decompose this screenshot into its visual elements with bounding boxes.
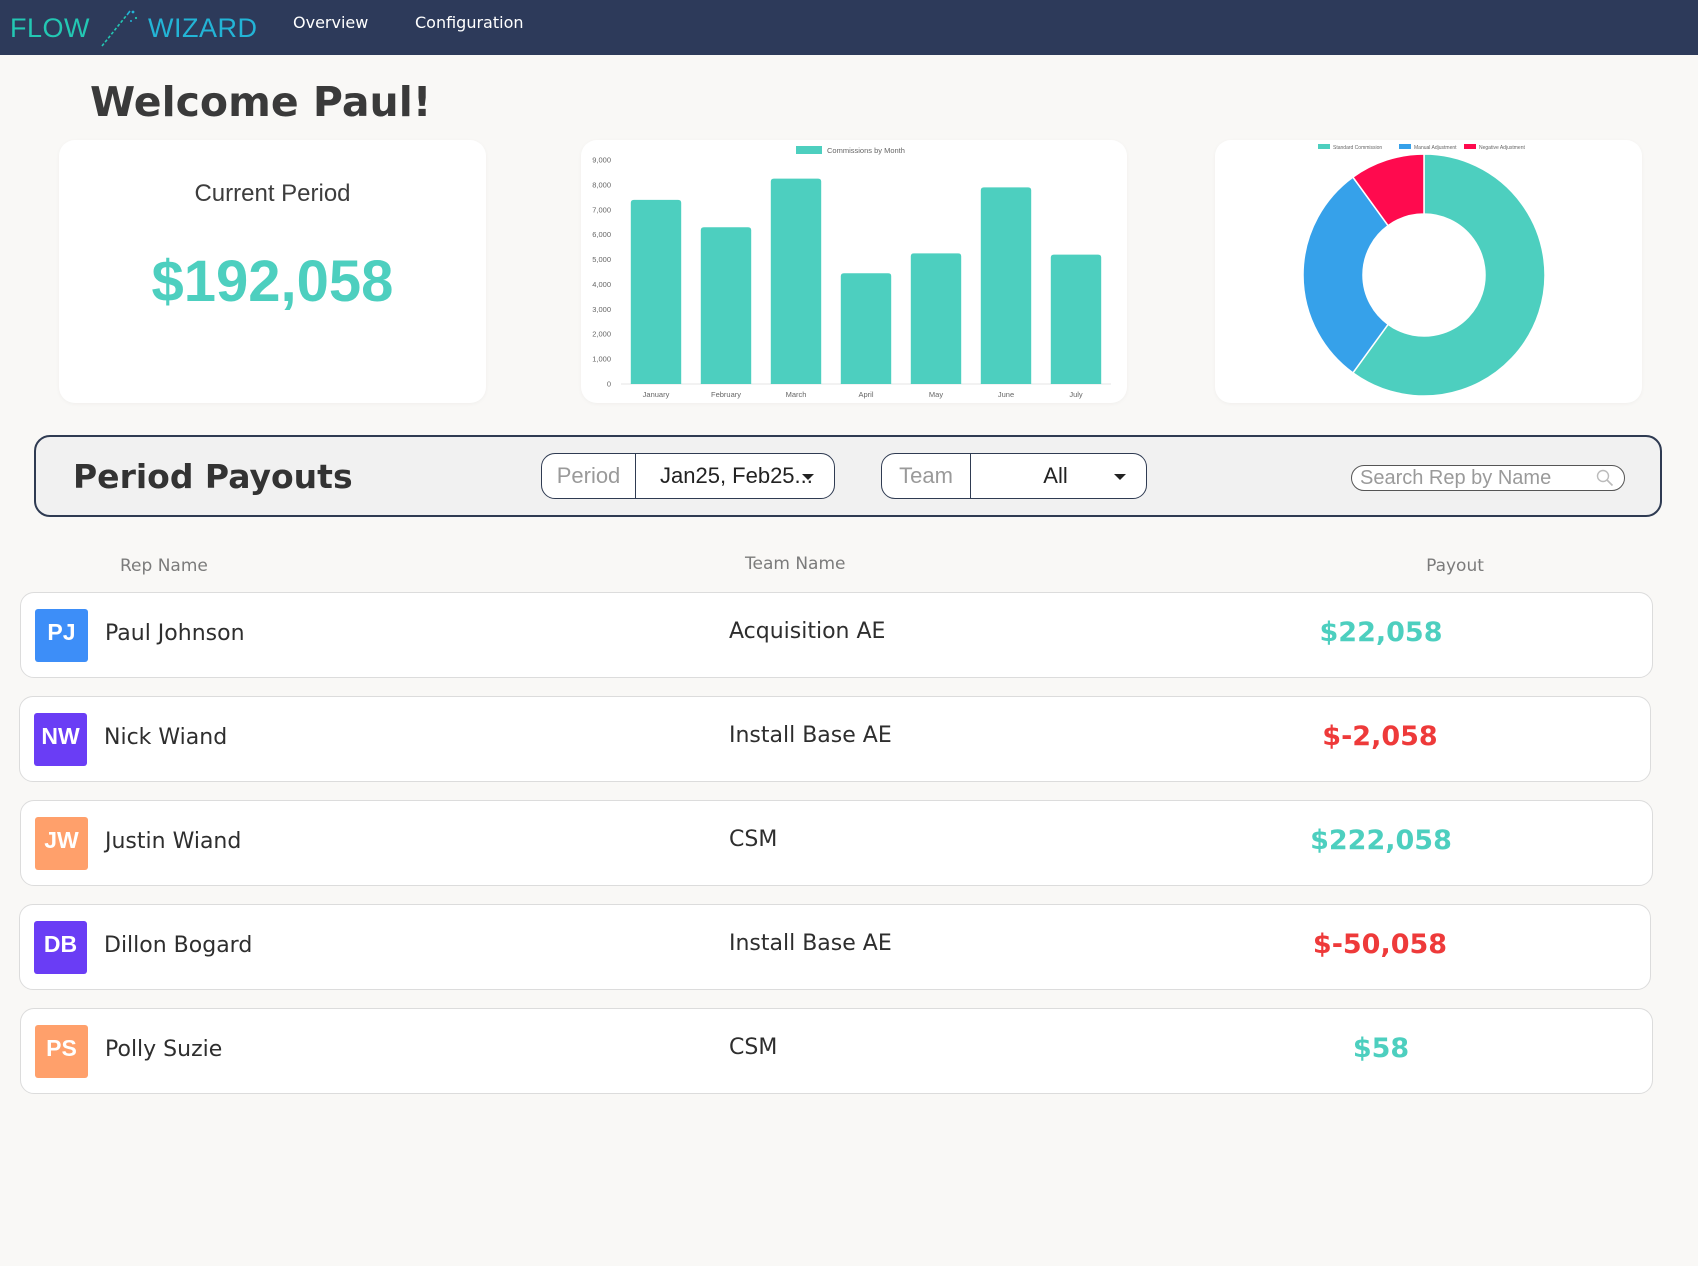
column-header-team-name: Team Name <box>745 554 846 574</box>
legend-label: Commissions by Month <box>827 146 905 155</box>
legend-swatch <box>1318 144 1330 149</box>
period-payouts-title: Period Payouts <box>73 457 353 496</box>
rep-name: Justin Wiand <box>105 829 242 854</box>
donut-slice <box>1302 176 1390 374</box>
current-period-value: $192,058 <box>151 249 394 314</box>
legend-label: Negative Adjustment <box>1479 145 1525 151</box>
donut-slice <box>1351 153 1546 397</box>
avatar: DB <box>34 921 87 974</box>
wand-icon <box>101 10 138 47</box>
bar <box>700 227 752 384</box>
y-tick-label: 5,000 <box>592 255 611 264</box>
payout-amount: $-50,058 <box>1312 929 1448 960</box>
period-select-label: Period <box>542 454 636 498</box>
y-tick-label: 9,000 <box>592 156 611 165</box>
bar <box>630 199 682 384</box>
chart-legend: Commissions by Month <box>796 146 905 155</box>
table-row[interactable]: DB Dillon Bogard Install Base AE $-50,05… <box>19 904 1651 990</box>
x-tick-label: January <box>643 390 670 399</box>
y-tick-label: 2,000 <box>592 330 611 339</box>
chevron-down-icon <box>1114 474 1126 480</box>
x-tick-label: July <box>1069 390 1083 399</box>
team-name: Install Base AE <box>729 723 892 748</box>
legend-swatch <box>1464 144 1476 149</box>
team-select-value-text: All <box>1043 463 1068 488</box>
period-select[interactable]: Period Jan25, Feb25... <box>541 453 835 499</box>
y-tick-label: 0 <box>607 380 611 389</box>
logo-flow-text: FLOW <box>10 12 90 43</box>
team-name: CSM <box>729 1035 778 1060</box>
legend-swatch <box>1399 144 1411 149</box>
top-nav-bar: FLOW WIZARD Overview Configuration <box>0 0 1698 55</box>
current-period-card: Current Period $192,058 <box>59 140 486 403</box>
avatar: PS <box>35 1025 88 1078</box>
team-select-label: Team <box>882 454 971 498</box>
payout-amount: $58 <box>1352 1033 1410 1064</box>
team-select-value: All <box>971 454 1146 498</box>
y-tick-label: 7,000 <box>592 205 611 214</box>
payout-amount: $-2,058 <box>1322 721 1438 752</box>
x-tick-label: February <box>711 390 741 399</box>
current-period-label: Current Period <box>194 180 351 207</box>
legend-label: Standard Commission <box>1333 145 1382 151</box>
rep-name: Paul Johnson <box>105 621 245 646</box>
table-row[interactable]: NW Nick Wiand Install Base AE $-2,058 <box>19 696 1651 782</box>
rep-name: Polly Suzie <box>105 1037 223 1062</box>
table-row[interactable]: PJ Paul Johnson Acquisition AE $22,058 <box>20 592 1653 678</box>
search-icon[interactable] <box>1596 469 1614 487</box>
table-row[interactable]: PS Polly Suzie CSM $58 <box>20 1008 1653 1094</box>
legend-swatch <box>796 146 822 154</box>
period-payouts-panel: Period Payouts Period Jan25, Feb25... Te… <box>34 435 1662 517</box>
period-select-value: Jan25, Feb25... <box>636 454 834 498</box>
avatar: PJ <box>35 609 88 662</box>
avatar: NW <box>34 713 87 766</box>
x-tick-label: April <box>858 390 873 399</box>
team-name: Acquisition AE <box>729 619 886 644</box>
bar <box>910 253 962 384</box>
page-title: Welcome Paul! <box>90 78 432 126</box>
y-tick-label: 3,000 <box>592 305 611 314</box>
payout-amount: $22,058 <box>1319 617 1443 648</box>
bar <box>770 178 822 384</box>
nav-overview[interactable]: Overview <box>293 13 369 32</box>
y-tick-label: 1,000 <box>592 355 611 364</box>
avatar: JW <box>35 817 88 870</box>
column-header-payout: Payout <box>1426 556 1484 576</box>
donut-slice <box>1351 153 1425 227</box>
team-select[interactable]: Team All <box>881 453 1147 499</box>
logo[interactable]: FLOW WIZARD <box>10 8 257 48</box>
payout-amount: $222,058 <box>1310 825 1452 856</box>
y-tick-label: 4,000 <box>592 280 611 289</box>
bar <box>1050 254 1102 384</box>
chart-legend: Standard Commission Manual Adjustment Nega… <box>1318 144 1525 151</box>
bar <box>840 273 892 384</box>
team-name: Install Base AE <box>729 931 892 956</box>
commission-breakdown-donut-card: Standard Commission Manual Adjustment Nega… <box>1215 140 1642 403</box>
column-header-rep-name: Rep Name <box>120 556 208 576</box>
table-row[interactable]: JW Justin Wiand CSM $222,058 <box>20 800 1653 886</box>
y-tick-label: 6,000 <box>592 230 611 239</box>
chevron-down-icon <box>802 474 814 480</box>
bar <box>980 187 1032 384</box>
search-rep-box[interactable] <box>1351 465 1625 491</box>
x-tick-label: June <box>998 390 1014 399</box>
legend-label: Manual Adjustment <box>1414 145 1457 151</box>
period-select-value-text: Jan25, Feb25... <box>660 463 813 488</box>
commissions-bar-chart: Commissions by Month 0 1,000 2,000 3,000 4,00… <box>592 146 1111 399</box>
logo-wizard-text: WIZARD <box>148 12 258 43</box>
y-tick-label: 8,000 <box>592 180 611 189</box>
nav-configuration[interactable]: Configuration <box>415 13 524 32</box>
search-rep-input[interactable] <box>1360 466 1590 490</box>
rep-name: Dillon Bogard <box>104 933 253 958</box>
commissions-bar-chart-card: Commissions by Month 0 1,000 2,000 3,000 4,00… <box>581 140 1127 403</box>
x-tick-label: May <box>929 390 943 399</box>
commission-breakdown-donut-chart: Standard Commission Manual Adjustment Nega… <box>1302 144 1546 397</box>
rep-name: Nick Wiand <box>104 725 228 750</box>
team-name: CSM <box>729 827 778 852</box>
x-tick-label: March <box>786 390 807 399</box>
